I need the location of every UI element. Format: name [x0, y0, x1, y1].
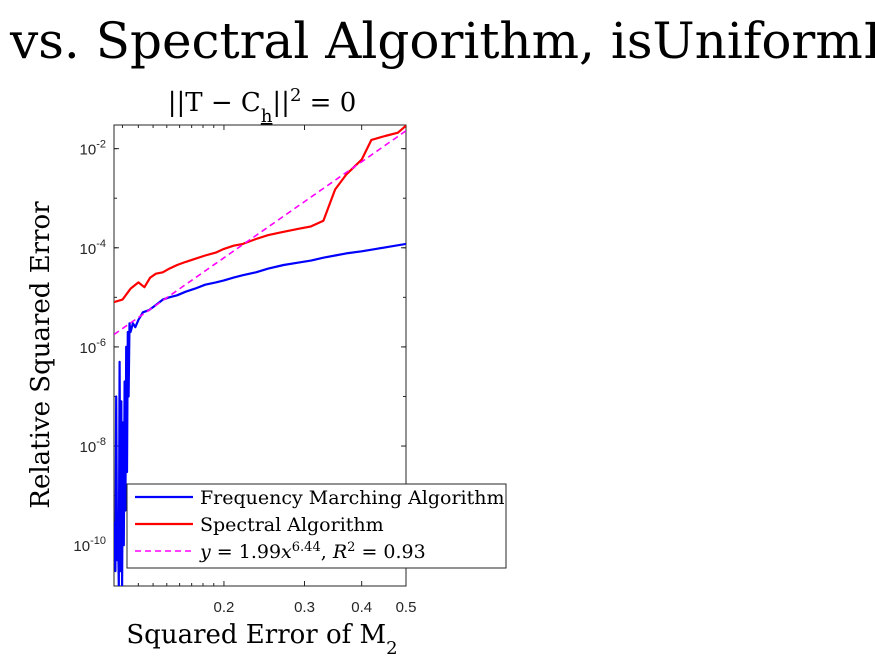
y-tick-base: 10 — [73, 538, 90, 555]
plot-area — [113, 124, 407, 587]
series-line-spectral — [114, 125, 406, 304]
y-tick-label: 10-8 — [80, 436, 106, 456]
y-tick-labels: 10-210-410-610-810-10 — [73, 139, 106, 556]
chart-title-sup: 2 — [290, 85, 301, 106]
y-tick-label: 10-2 — [80, 139, 106, 159]
x-axis-label: Squared Error of M2 — [126, 620, 397, 656]
y-tick-exp: -8 — [96, 436, 106, 448]
legend-label-spectral: Spectral Algorithm — [200, 514, 384, 536]
y-tick-exp: -6 — [96, 337, 106, 349]
y-tick-base: 10 — [80, 241, 97, 258]
y-tick-base: 10 — [80, 142, 97, 159]
figure-title: vs. Spectral Algorithm, isUniformPow — [9, 12, 875, 70]
x-tick-label: 0.2 — [214, 599, 235, 616]
y-tick-exp: -2 — [96, 139, 106, 151]
fit-label-exp: 6.44 — [292, 540, 321, 555]
chart-title-post: || — [272, 88, 290, 118]
fit-label-x: x — [281, 541, 292, 563]
x-axis-label-sub: 2 — [386, 638, 397, 656]
fit-label-sep: , — [321, 541, 333, 563]
y-axis-label: Relative Squared Error — [26, 201, 56, 509]
y-tick-exp: -10 — [90, 535, 106, 547]
fit-label-eq1: = 1.99 — [211, 541, 281, 563]
y-tick-base: 10 — [80, 340, 97, 357]
x-tick-label: 0.3 — [294, 599, 315, 616]
x-tick-label: 0.5 — [396, 599, 417, 616]
series-layer — [114, 125, 406, 586]
y-tick-exp: -4 — [96, 238, 106, 250]
y-tick-label: 10-10 — [73, 535, 106, 555]
fit-label-R: R — [332, 541, 347, 563]
fit-label-y: y — [199, 541, 211, 563]
fit-label-R-exp: 2 — [347, 540, 355, 555]
chart-title-sub: h — [261, 106, 273, 127]
chart-title-eq: = 0 — [301, 88, 356, 118]
y-tick-label: 10-4 — [80, 238, 106, 258]
series-line-fit — [114, 130, 406, 336]
series-line-frequency-marching — [114, 242, 406, 586]
legend-label-frequency-marching: Frequency Marching Algorithm — [200, 487, 505, 509]
x-tick-labels: 0.2 0.3 0.4 0.5 — [214, 599, 417, 616]
x-tick-label: 0.4 — [351, 599, 372, 616]
y-tick-base: 10 — [80, 439, 97, 456]
fit-label-eq2: = 0.93 — [355, 541, 425, 563]
y-tick-label: 10-6 — [80, 337, 106, 357]
chart-title-pre: ||T − C — [168, 88, 261, 118]
legend-label-fit: y = 1.99x6.44, R2 = 0.93 — [199, 540, 426, 564]
x-axis-label-main: Squared Error of M — [126, 620, 386, 650]
chart-title: ||T − Ch||2 = 0 — [168, 85, 357, 127]
legend: Frequency Marching Algorithm Spectral Al… — [126, 483, 507, 569]
